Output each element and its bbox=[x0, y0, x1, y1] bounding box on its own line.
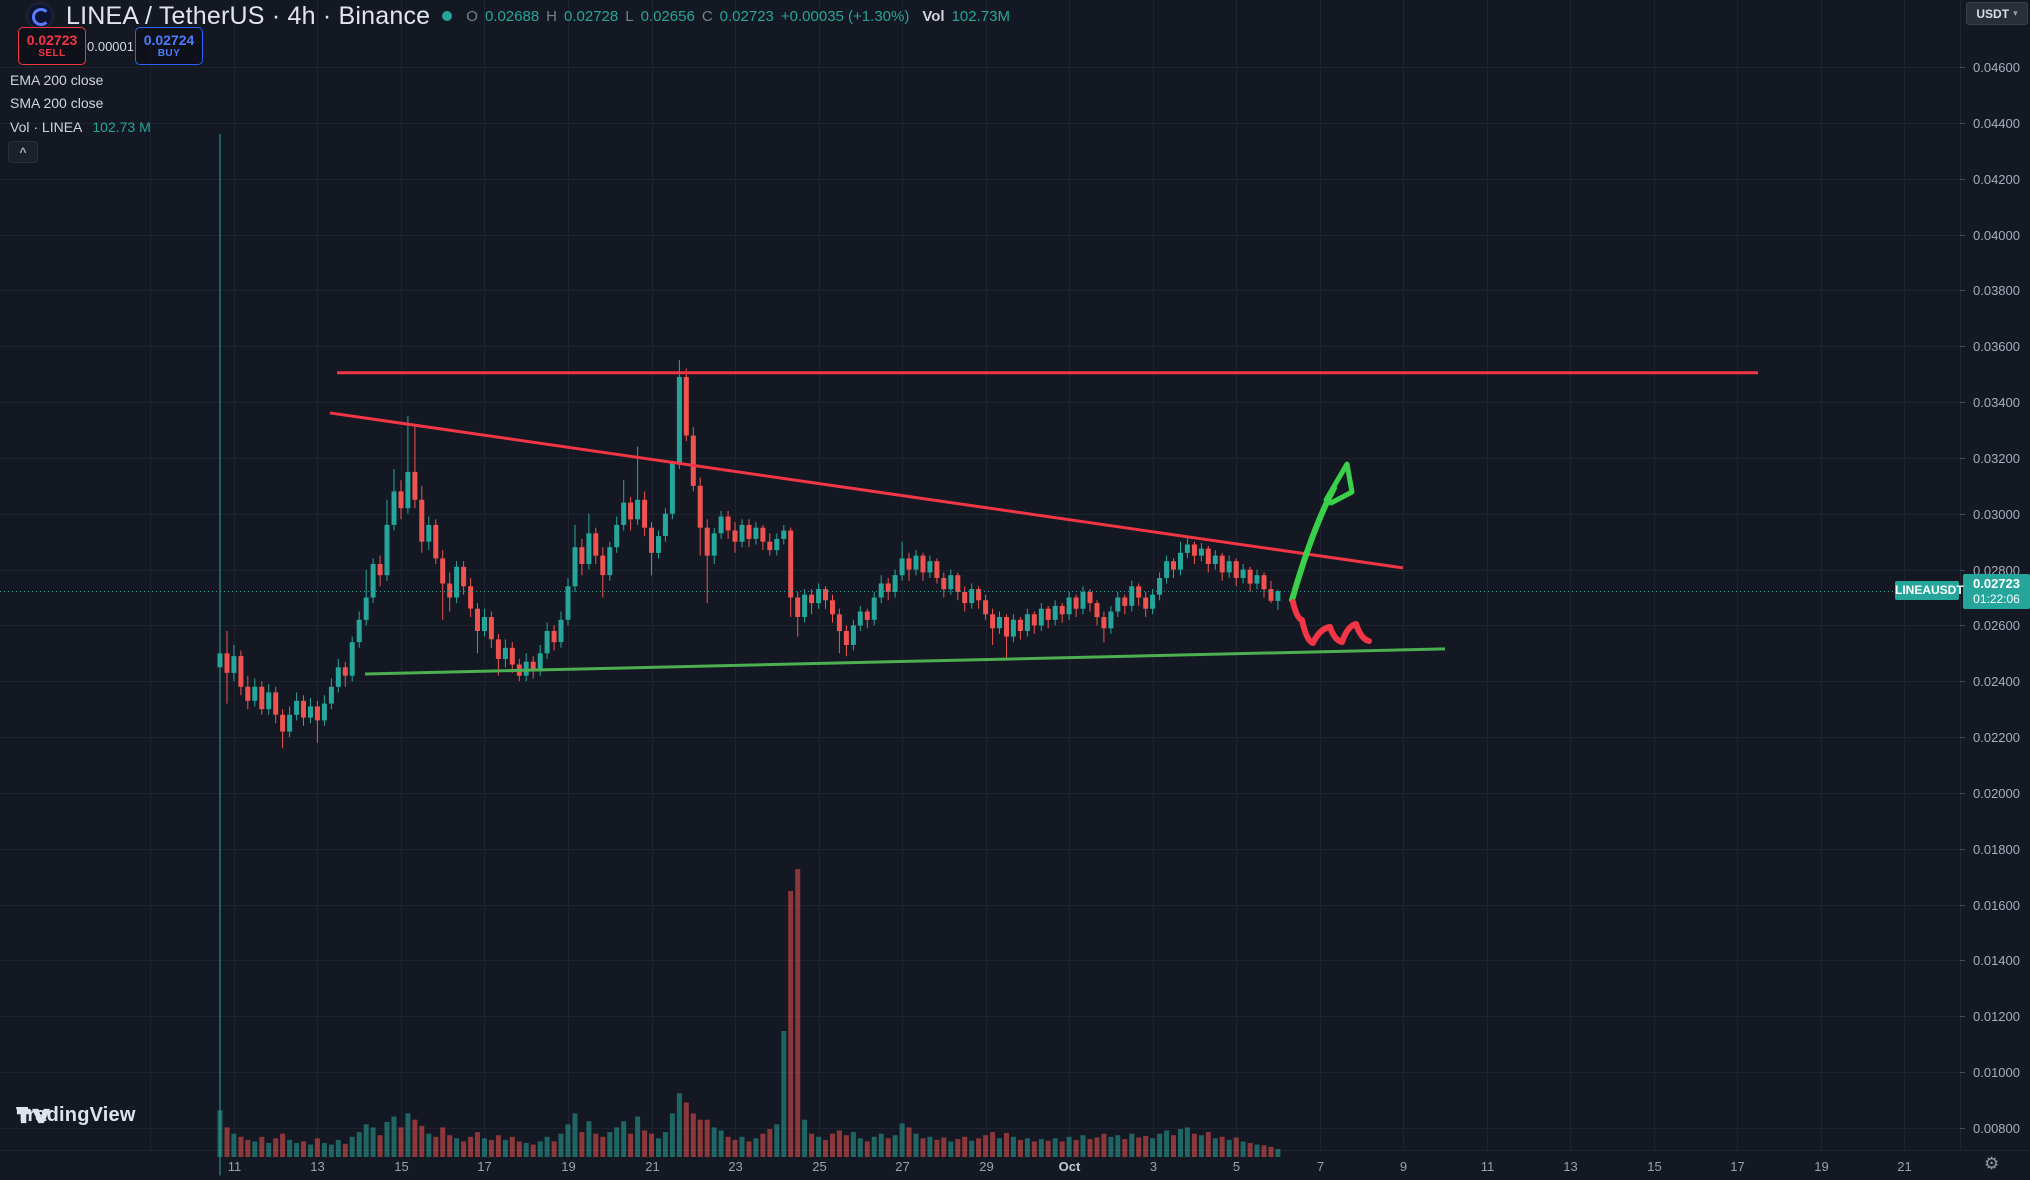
time-tick-label: 11 bbox=[1480, 1159, 1495, 1174]
price-tick-label: 0.03600 bbox=[1973, 338, 2020, 354]
price-tick-label: 0.03000 bbox=[1973, 506, 2020, 522]
time-tick-label: 27 bbox=[895, 1159, 910, 1174]
currency-label: USDT bbox=[1976, 6, 2010, 21]
chevron-down-icon: ▾ bbox=[2013, 8, 2018, 18]
price-tick-label: 0.01600 bbox=[1973, 897, 2020, 913]
time-tick-label: 13 bbox=[310, 1159, 325, 1174]
tradingview-mark-icon bbox=[16, 1108, 50, 1124]
close-label: C bbox=[701, 7, 713, 25]
ema200-label: EMA 200 close bbox=[10, 72, 104, 88]
spread-value: 0.00001 bbox=[87, 38, 134, 54]
drawing-descending-trendline[interactable] bbox=[329, 411, 1404, 570]
open-value: 0.02688 bbox=[484, 7, 540, 25]
time-tick-label: 3 bbox=[1149, 1159, 1158, 1174]
time-tick-label: 19 bbox=[561, 1159, 576, 1174]
price-tick-label: 0.01000 bbox=[1973, 1064, 2020, 1080]
price-tick-label: 0.03800 bbox=[1973, 282, 2020, 298]
time-tick-label: 19 bbox=[1814, 1159, 1829, 1174]
market-status-icon[interactable] bbox=[442, 11, 453, 21]
grid-lines bbox=[0, 0, 1965, 1150]
price-tick-label: 0.03400 bbox=[1973, 394, 2020, 410]
volume-series bbox=[217, 869, 1281, 1157]
high-value: 0.02728 bbox=[564, 7, 619, 25]
price-tick-label: 0.03200 bbox=[1973, 450, 2020, 466]
candlestick-series bbox=[217, 134, 1281, 1176]
symbol-title[interactable]: LINEA / TetherUS · 4h · Binance bbox=[66, 1, 431, 30]
volume-indicator-value: 102.73 M bbox=[92, 119, 151, 135]
sell-label: SELL bbox=[38, 48, 66, 60]
price-tick-label: 0.02600 bbox=[1973, 617, 2020, 633]
close-value: 0.02723 bbox=[719, 7, 774, 25]
drawing-up-arrow[interactable] bbox=[1289, 461, 1355, 603]
last-price-value: 0.02723 bbox=[1973, 576, 2020, 591]
price-tick-label: 0.04400 bbox=[1973, 115, 2020, 131]
last-price-badge: 0.02723 01:22:06 bbox=[1963, 574, 2030, 610]
price-tick-label: 0.04600 bbox=[1973, 59, 2020, 75]
gear-icon[interactable]: ⚙ bbox=[1984, 1154, 2000, 1173]
time-tick-label: 23 bbox=[728, 1159, 743, 1174]
sma200-label: SMA 200 close bbox=[10, 95, 104, 111]
time-axis[interactable]: ⚙ 11 13 15 17 19 21 23 25 27 29 Oct 3 5 7 9 11 13 15 17 19 2… bbox=[0, 1150, 2030, 1180]
time-tick-label: 17 bbox=[1730, 1159, 1745, 1174]
price-tick-label: 0.02000 bbox=[1973, 785, 2020, 801]
linea-token-icon bbox=[26, 2, 54, 30]
price-tick-label: 0.02400 bbox=[1973, 673, 2020, 689]
price-tick-label: 0.01400 bbox=[1973, 952, 2020, 968]
price-tick-label: 0.01800 bbox=[1973, 841, 2020, 857]
trade-panel: 0.02723 SELL 0.00001 0.02724 BUY bbox=[18, 27, 203, 65]
legend-item-sma200[interactable]: SMA 200 close bbox=[10, 95, 103, 111]
legend-item-volume[interactable]: Vol · LINEA 102.73 M bbox=[10, 119, 151, 135]
time-tick-label: 21 bbox=[1897, 1159, 1912, 1174]
time-tick-label: 7 bbox=[1316, 1159, 1325, 1174]
buy-label: BUY bbox=[157, 48, 181, 60]
price-tick-label: 0.00800 bbox=[1973, 1120, 2020, 1136]
price-axis[interactable]: USDT ▾ 0.02723 01:22:06 LINEAUSDT 0.0460… bbox=[1895, 0, 2030, 1150]
sell-price: 0.02723 bbox=[26, 32, 78, 49]
currency-selector-button[interactable]: USDT ▾ bbox=[1966, 2, 2028, 25]
volume-label: Vol bbox=[922, 7, 945, 25]
time-tick-label: 9 bbox=[1399, 1159, 1408, 1174]
buy-price: 0.02724 bbox=[143, 32, 195, 49]
symbol-price-tag: LINEAUSDT bbox=[1895, 581, 1964, 600]
drawing-ascending-trendline[interactable] bbox=[364, 647, 1446, 676]
sell-button[interactable]: 0.02723 SELL bbox=[18, 27, 86, 65]
volume-indicator-label: Vol · LINEA bbox=[10, 119, 83, 135]
legend-item-ema200[interactable]: EMA 200 close bbox=[10, 72, 103, 88]
time-tick-label: 11 bbox=[227, 1159, 242, 1174]
chevron-up-icon: ^ bbox=[19, 145, 27, 159]
volume-value: 102.73M bbox=[951, 7, 1010, 25]
time-tick-label: 21 bbox=[645, 1159, 660, 1174]
buy-button[interactable]: 0.02724 BUY bbox=[135, 27, 203, 65]
bar-countdown: 01:22:06 bbox=[1973, 592, 2020, 607]
change-value: +0.00035 (+1.30%) bbox=[780, 7, 910, 25]
price-tick-label: 0.04200 bbox=[1973, 171, 2020, 187]
low-value: 0.02656 bbox=[640, 7, 695, 25]
time-tick-label: 13 bbox=[1563, 1159, 1578, 1174]
price-tick-label: 0.04000 bbox=[1973, 227, 2020, 243]
price-tick-label: 0.02200 bbox=[1973, 729, 2020, 745]
time-tick-label: 25 bbox=[812, 1159, 827, 1174]
time-tick-label: 15 bbox=[394, 1159, 409, 1174]
time-tick-label: 5 bbox=[1232, 1159, 1241, 1174]
time-tick-label: 29 bbox=[979, 1159, 994, 1174]
tradingview-logo[interactable]: TradingView bbox=[16, 1104, 136, 1127]
ohlc-readout: O 0.02688 H 0.02728 L 0.02656 C 0.02723 … bbox=[466, 8, 1010, 25]
time-tick-label: Oct bbox=[1058, 1159, 1081, 1174]
symbol-header[interactable]: LINEA / TetherUS · 4h · Binance O 0.0268… bbox=[26, 2, 1010, 30]
price-tick-label: 0.01200 bbox=[1973, 1008, 2020, 1024]
low-label: L bbox=[625, 7, 634, 25]
time-tick-label: 17 bbox=[477, 1159, 492, 1174]
high-label: H bbox=[546, 7, 558, 25]
drawing-red-squiggle[interactable] bbox=[1290, 599, 1372, 646]
legend-collapse-button[interactable]: ^ bbox=[8, 141, 38, 163]
open-label: O bbox=[466, 7, 478, 25]
time-tick-label: 15 bbox=[1647, 1159, 1662, 1174]
